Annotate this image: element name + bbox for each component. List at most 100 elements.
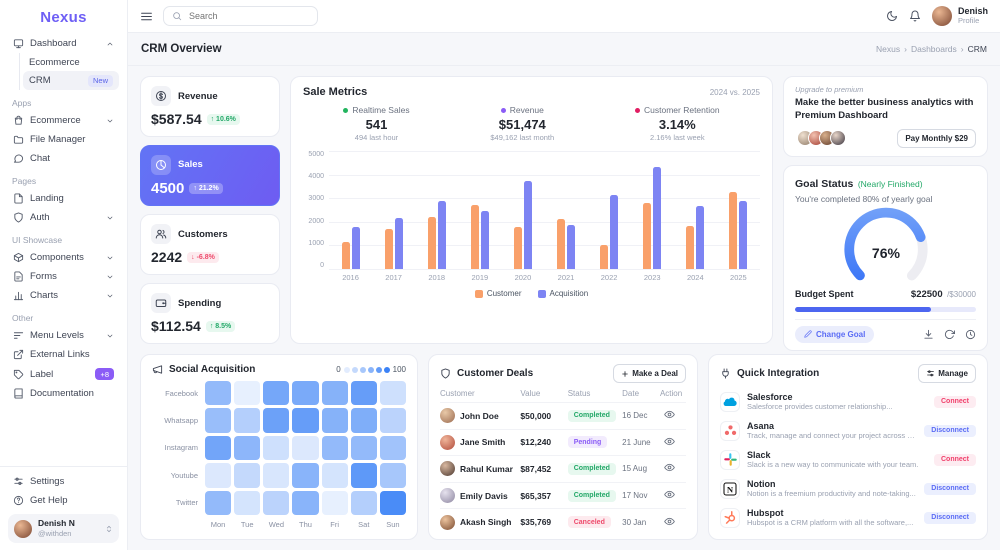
sidebar-item-crm[interactable]: CRM New <box>23 71 119 90</box>
kpi-sub: 494 last hour <box>354 133 399 142</box>
bar-customer[interactable] <box>557 218 566 269</box>
heatmap-cell <box>292 381 319 406</box>
bar-acquisition[interactable] <box>567 224 576 269</box>
heatmap-cell <box>379 463 406 488</box>
heatmap-legend: 0 100 <box>336 365 406 374</box>
sidebar-item-auth[interactable]: Auth <box>8 208 119 227</box>
sidebar-item-settings[interactable]: Settings <box>8 472 119 491</box>
sidebar-item-get-help[interactable]: Get Help <box>8 491 119 510</box>
stat-card-revenue[interactable]: Revenue $587.54 ↑ 10.6% <box>140 76 280 137</box>
sidebar-item-charts[interactable]: Charts <box>8 286 119 305</box>
pay-monthly-button[interactable]: Pay Monthly $29 <box>897 128 976 148</box>
kpi-value: 3.14% <box>658 117 696 132</box>
chevron-down-icon <box>106 292 114 300</box>
bar-customer[interactable] <box>470 204 479 269</box>
topbar: Denish Profile <box>128 0 1000 33</box>
manage-button[interactable]: Manage <box>918 364 976 383</box>
sidebar-item-documentation[interactable]: Documentation <box>8 384 119 403</box>
disconnect-button[interactable]: Disconnect <box>924 482 976 495</box>
bell-icon[interactable] <box>909 10 921 22</box>
chevron-down-icon <box>106 273 114 281</box>
sidebar-item-components[interactable]: Components <box>8 248 119 267</box>
view-deal-button[interactable] <box>660 489 675 502</box>
chevron-down-icon <box>106 117 114 125</box>
stat-card-sales[interactable]: Sales 4500 ↑ 21.2% <box>140 145 280 206</box>
bar-customer[interactable] <box>686 226 695 269</box>
make-a-deal-button[interactable]: Make a Deal <box>613 364 686 383</box>
sidebar-item-file-manager[interactable]: File Manager <box>8 130 119 149</box>
bar-acquisition[interactable] <box>653 166 662 269</box>
bar-acquisition[interactable] <box>437 201 446 269</box>
bar-customer[interactable] <box>729 192 738 269</box>
badge: +8 <box>95 368 114 380</box>
bar-acquisition[interactable] <box>696 206 705 269</box>
y-tick: 0 <box>320 261 324 269</box>
stat-delta: ↑ 10.6% <box>206 113 240 125</box>
stat-label: Sales <box>178 159 203 170</box>
sidebar-item-label[interactable]: Label +8 <box>8 364 119 384</box>
sidebar-item-dashboard[interactable]: Dashboard <box>8 34 119 53</box>
bar-acquisition[interactable] <box>480 210 489 269</box>
stat-delta: ↑ 8.5% <box>205 320 236 332</box>
status-badge: Canceled <box>567 516 611 529</box>
change-goal-button[interactable]: Change Goal <box>795 325 875 343</box>
connect-button[interactable]: Connect <box>934 395 976 408</box>
bar-customer[interactable] <box>384 228 393 269</box>
bar-customer[interactable] <box>643 203 652 269</box>
heatmap-cell <box>321 435 348 461</box>
x-axis-labels: 2016 2017 2018 2019 2020 2021 2022 2023 2024 2025 <box>329 273 760 282</box>
bar-customer[interactable] <box>341 241 350 269</box>
view-deal-button[interactable] <box>660 409 675 422</box>
sidebar-item-menu-levels[interactable]: Menu Levels <box>8 326 119 345</box>
sidebar-item-forms[interactable]: Forms <box>8 267 119 286</box>
menu-icon <box>13 330 24 341</box>
x-tick: 2021 <box>557 273 575 282</box>
bar-customer[interactable] <box>600 245 609 269</box>
sidebar-user-handle: @withden <box>38 529 72 538</box>
goal-title: Goal Status <box>795 177 854 190</box>
sidebar-item-landing[interactable]: Landing <box>8 189 119 208</box>
view-deal-button[interactable] <box>660 516 675 529</box>
table-row: Akash Singh $35,769 Canceled 30 Jan <box>440 508 686 535</box>
search-box[interactable] <box>163 6 318 26</box>
sidebar-item-ecommerce[interactable]: Ecommerce <box>8 111 119 130</box>
bar-customer[interactable] <box>513 226 522 269</box>
brand-logo[interactable]: Nexus <box>40 8 87 26</box>
sidebar-item-ecommerce[interactable]: Ecommerce <box>29 56 80 68</box>
clock-icon[interactable] <box>965 329 976 340</box>
sliders-icon <box>926 369 935 378</box>
hamburger-menu-icon[interactable] <box>140 10 153 23</box>
breadcrumb-item[interactable]: Nexus <box>876 44 901 54</box>
bar-acquisition[interactable] <box>523 180 532 269</box>
sidebar-item-chat[interactable]: Chat <box>8 149 119 168</box>
search-input[interactable] <box>187 10 309 22</box>
kpi-value: $51,474 <box>498 117 546 132</box>
breadcrumb-item-current: CRM <box>967 44 987 54</box>
bar-acquisition[interactable] <box>610 194 619 269</box>
stat-card-spending[interactable]: Spending $112.54 ↑ 8.5% <box>140 283 280 344</box>
quick-integration-card: Quick Integration Manage Salesforce Sale… <box>708 354 988 540</box>
stat-card-customers[interactable]: Customers 2242 ↓ -6.8% <box>140 214 280 275</box>
heatmap-cell <box>234 435 261 461</box>
disconnect-button[interactable]: Disconnect <box>924 424 976 437</box>
bar-customer[interactable] <box>427 217 436 269</box>
heatmap-col-label: Sat <box>358 520 370 530</box>
bar-acquisition[interactable] <box>394 218 403 269</box>
sidebar-item-external-links[interactable]: External Links <box>8 345 119 364</box>
deal-customer: Emily Davis <box>460 490 508 501</box>
view-deal-button[interactable] <box>660 436 675 449</box>
breadcrumb-item[interactable]: Dashboards <box>910 44 957 54</box>
connect-button[interactable]: Connect <box>934 453 976 466</box>
legend-dot <box>375 366 382 373</box>
topbar-user[interactable]: Denish Profile <box>931 6 988 26</box>
refresh-icon[interactable] <box>944 329 955 340</box>
deal-customer: Jane Smith <box>460 437 506 448</box>
gauge-value: 76% <box>871 245 900 261</box>
view-deal-button[interactable] <box>660 462 675 475</box>
download-icon[interactable] <box>923 329 934 340</box>
sidebar-user-card[interactable]: Denish N @withden <box>8 514 119 543</box>
bar-acquisition[interactable] <box>351 226 360 269</box>
disconnect-button[interactable]: Disconnect <box>924 511 976 524</box>
bar-acquisition[interactable] <box>739 201 748 269</box>
theme-moon-icon[interactable] <box>886 10 898 22</box>
